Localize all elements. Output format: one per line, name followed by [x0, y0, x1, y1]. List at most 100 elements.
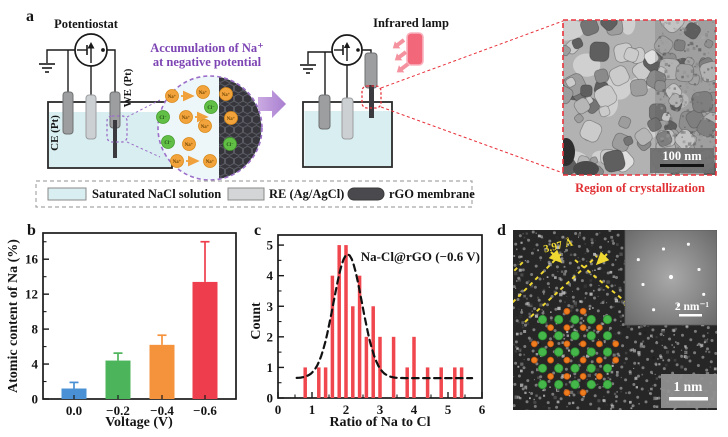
- ion-inset: Accumulation of Na⁺ at negative potentia…: [150, 41, 264, 181]
- svg-text:Cl⁻: Cl⁻: [226, 143, 234, 148]
- tem-scalebar-box: [650, 148, 714, 173]
- panel-c: c 0 1 2 3 4 5 6 0 1 2 3 4 5 Na-Cl@rGO (−0.6 V) Ratio…: [250, 222, 486, 430]
- rgo-membrane-rod: [369, 85, 374, 118]
- zoom-connector-lines: [126, 99, 161, 158]
- ce-electrode: [318, 94, 331, 130]
- svg-text:−0.4: −0.4: [150, 403, 174, 418]
- svg-text:16: 16: [25, 252, 39, 267]
- svg-text:Na⁺: Na⁺: [222, 92, 231, 98]
- infrared-lamp-label: Infrared lamp: [373, 16, 449, 30]
- panel-c-label: c: [254, 222, 261, 239]
- ce-electrode: [62, 91, 74, 135]
- svg-text:4: 4: [411, 402, 418, 417]
- svg-text:4: 4: [267, 268, 274, 283]
- svg-text:0: 0: [275, 402, 282, 417]
- c-xaxis-label: Ratio of Na to Cl: [329, 415, 430, 430]
- ground-symbol: [300, 64, 316, 74]
- tem-connector-lines: [380, 20, 564, 174]
- svg-text:3: 3: [377, 402, 384, 417]
- panel-a: a Potentiostat CE (Pt) WE (Pt) Accumulat…: [26, 8, 717, 208]
- svg-text:8: 8: [32, 322, 39, 337]
- c-yaxis-label: Count: [250, 302, 264, 340]
- infrared-lamp-icon: [406, 32, 424, 66]
- potentiostat-label: Potentiostat: [54, 17, 119, 31]
- svg-text:Na⁺: Na⁺: [168, 94, 177, 100]
- hrtem-scalebar-box: [661, 374, 717, 408]
- svg-text:2: 2: [343, 402, 350, 417]
- svg-text:1: 1: [309, 402, 316, 417]
- svg-text:0: 0: [267, 391, 274, 406]
- crystallization-zoom-box: [361, 85, 382, 109]
- panel-d: d 3.97 Å 2 nm⁻¹ 1 nm: [497, 222, 717, 410]
- svg-text:Na⁺: Na⁺: [199, 90, 208, 96]
- svg-text:4: 4: [32, 357, 39, 372]
- svg-text:3: 3: [267, 299, 274, 314]
- ion-circles: Na⁺ Cl⁻ Na⁺ Cl⁻ Na⁺ Na⁺ Na⁺ Na⁺ Cl⁻ Na⁺ Na⁺ Cl⁻ Na⁺: [156, 85, 238, 168]
- ground-symbol: [39, 63, 55, 73]
- svg-text:0: 0: [32, 392, 39, 407]
- wires: [307, 49, 372, 98]
- tem-scalebar-label: 100 nm: [662, 149, 702, 163]
- svg-text:5: 5: [267, 238, 274, 253]
- we-electrode: [364, 52, 378, 89]
- histogram-chart: 0 1 2 3 4 5 6 0 1 2 3 4 5: [267, 234, 486, 417]
- wires: [46, 49, 116, 95]
- re-electrode: [85, 94, 97, 140]
- svg-text:Cl⁻: Cl⁻: [207, 106, 215, 111]
- hrtem-scalebar: 1 nm: [661, 374, 717, 408]
- svg-text:−0.6: −0.6: [193, 403, 217, 418]
- svg-text:0.0: 0.0: [66, 403, 82, 418]
- svg-text:Na⁺: Na⁺: [185, 142, 194, 148]
- b-yaxis-label: Atomic content of Na (%): [6, 239, 21, 393]
- c-annotation: Na-Cl@rGO (−0.6 V): [361, 249, 480, 264]
- tem-image: 100 nm Region of crystallization: [562, 19, 717, 195]
- left-cell: Potentiostat CE (Pt) WE (Pt): [39, 17, 173, 169]
- inset-rgo-half: [219, 76, 262, 180]
- inset-border: [157, 75, 263, 181]
- legend-swatch-rgo: [347, 187, 385, 201]
- svg-text:Na⁺: Na⁺: [173, 159, 182, 165]
- hrtem-image: 3.97 Å 2 nm⁻¹ 1 nm: [513, 230, 717, 410]
- svg-text:Na⁺: Na⁺: [227, 116, 236, 122]
- legend-swatch-solution: [47, 187, 87, 201]
- svg-text:−0.2: −0.2: [106, 403, 130, 418]
- svg-text:2: 2: [267, 329, 274, 344]
- fft-inset: 2 nm⁻¹: [624, 230, 717, 326]
- bar-chart: 0 4 8 12 16 0.0 −0.2 −0.4 −0.6: [25, 232, 237, 418]
- svg-text:Na⁺: Na⁺: [201, 124, 210, 130]
- right-cell: Infrared lamp: [300, 16, 564, 174]
- potentiostat-symbol: [74, 33, 108, 67]
- legend: Saturated NaCl solution RE (Ag/AgCl) rGO…: [35, 180, 475, 208]
- svg-text:5: 5: [445, 402, 452, 417]
- atomic-model-overlay: [530, 307, 620, 397]
- we-label: WE (Pt): [122, 68, 134, 107]
- legend-label-solution: Saturated NaCl solution: [92, 187, 221, 201]
- infrared-ray-arrows: [392, 38, 410, 73]
- tem-caption: Region of crystallization: [575, 181, 705, 195]
- panel-b: b 0 4 8 12 16 0.0 −0.2 −0.4 −0.6 Voltage (V) Ato…: [6, 222, 237, 430]
- b-xaxis-label: Voltage (V): [105, 415, 173, 430]
- hrtem-scalebar-label: 1 nm: [674, 379, 704, 394]
- transition-arrow: [258, 90, 286, 118]
- fft-scale-label: 2 nm⁻¹: [675, 301, 709, 313]
- panel-a-label: a: [26, 8, 34, 25]
- svg-text:Cl⁻: Cl⁻: [159, 116, 167, 121]
- tem-border: [562, 19, 717, 176]
- panel-d-label: d: [497, 222, 506, 239]
- accumulation-text-1: Accumulation of Na⁺: [150, 41, 264, 55]
- hrtem-scalebar-line: [669, 397, 708, 401]
- accumulation-text-2: at negative potential: [153, 55, 262, 69]
- re-electrode: [341, 97, 354, 140]
- tem-scalebar-line: [660, 164, 704, 167]
- svg-text:6: 6: [479, 402, 486, 417]
- svg-text:Na⁺: Na⁺: [182, 115, 191, 121]
- svg-text:Na⁺: Na⁺: [206, 159, 215, 165]
- panel-b-label: b: [27, 222, 36, 239]
- potentiostat-symbol: [331, 34, 363, 66]
- fft-diffraction-dots: [636, 242, 706, 312]
- legend-swatch-re: [227, 187, 265, 201]
- ce-label: CE (Pt): [49, 115, 61, 151]
- rgo-membrane-rod: [113, 120, 117, 158]
- fft-scalebar-line: [679, 314, 702, 317]
